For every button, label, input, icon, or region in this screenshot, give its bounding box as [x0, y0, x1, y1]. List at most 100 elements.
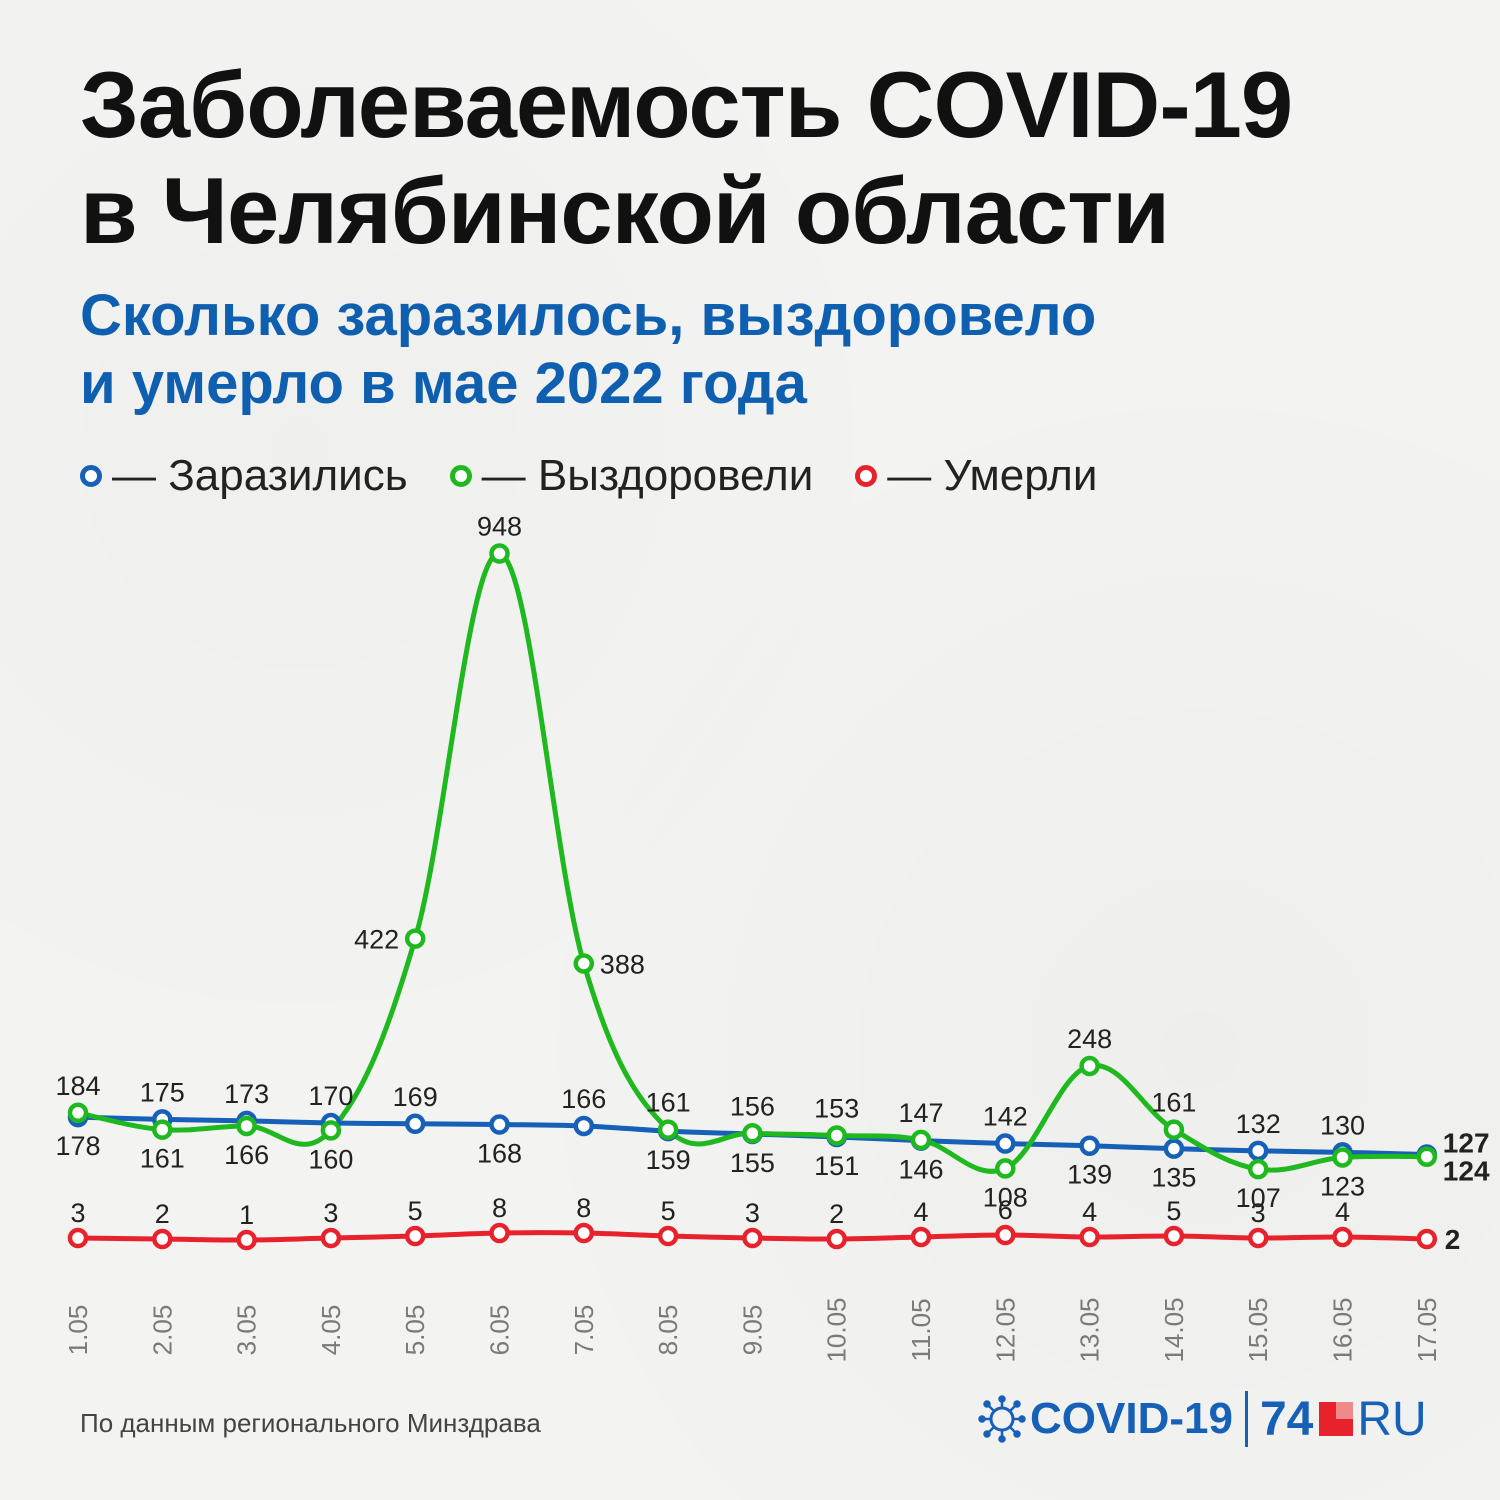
x-tick-label: 17.05	[1412, 1297, 1442, 1362]
brand-ru-text: RU	[1357, 1392, 1427, 1446]
data-label-recovered: 160	[308, 1144, 353, 1174]
data-point-recovered	[1416, 1146, 1438, 1167]
data-point-died	[1416, 1228, 1438, 1250]
data-label-infected: 166	[561, 1084, 606, 1114]
data-point-died	[152, 1228, 173, 1250]
data-label-died: 8	[492, 1193, 507, 1223]
data-label-died: 6	[998, 1195, 1013, 1225]
data-label-infected: 170	[308, 1081, 353, 1111]
data-point-recovered	[320, 1120, 342, 1141]
x-tick-label: 8.05	[653, 1305, 683, 1356]
data-label-died: 4	[1335, 1197, 1350, 1227]
data-label-infected: 132	[1236, 1109, 1281, 1139]
data-point-recovered	[742, 1123, 763, 1144]
data-label-infected: 178	[55, 1131, 100, 1161]
data-point-died	[1332, 1226, 1353, 1248]
x-tick-label: 4.05	[316, 1305, 346, 1356]
data-label-recovered: 108	[983, 1182, 1028, 1212]
data-point-infected	[1247, 1140, 1269, 1162]
data-point-died	[236, 1229, 257, 1251]
data-label-recovered: 948	[477, 512, 522, 542]
data-label-recovered: 248	[1067, 1024, 1112, 1054]
data-point-died	[404, 1225, 426, 1247]
data-label-died: 3	[745, 1198, 760, 1228]
data-label-died: 1	[239, 1200, 254, 1230]
brand-logo: COVID-19 74 RU	[978, 1384, 1427, 1454]
data-label-infected: 130	[1320, 1110, 1365, 1140]
data-label-recovered: 123	[1320, 1171, 1365, 1201]
data-label-recovered: 107	[1236, 1183, 1281, 1213]
data-label-infected: 135	[1151, 1163, 1196, 1193]
data-point-recovered	[236, 1115, 257, 1137]
data-label-died: 3	[1251, 1198, 1266, 1228]
data-label-recovered: 422	[354, 925, 399, 955]
data-point-recovered	[152, 1119, 173, 1140]
legend-label-infected: — Заразились	[112, 451, 408, 500]
x-tick-label: 5.05	[400, 1305, 430, 1356]
data-label-died: 4	[913, 1197, 928, 1227]
x-tick-label: 13.05	[1075, 1297, 1105, 1362]
data-label-recovered: 124	[1443, 1156, 1490, 1187]
data-point-recovered	[404, 928, 426, 949]
data-label-infected: 159	[646, 1145, 691, 1175]
data-label-recovered: 388	[600, 949, 645, 979]
data-point-recovered	[995, 1158, 1016, 1179]
data-point-infected	[489, 1114, 510, 1135]
data-label-infected: 151	[814, 1151, 859, 1181]
subtitle-line-2: и умерло в мае 2022 года	[80, 351, 807, 416]
data-point-died	[67, 1227, 89, 1249]
data-label-infected: 175	[140, 1077, 185, 1107]
data-point-recovered	[657, 1119, 679, 1140]
x-tick-label: 15.05	[1243, 1297, 1273, 1362]
brand-square-icon	[1319, 1402, 1354, 1436]
x-tick-label: 16.05	[1328, 1297, 1358, 1362]
data-point-recovered	[67, 1102, 89, 1124]
data-point-died	[320, 1227, 342, 1249]
data-point-died	[1163, 1225, 1185, 1247]
data-point-recovered	[489, 543, 510, 564]
x-tick-label: 9.05	[737, 1305, 767, 1356]
legend-marker-infected	[80, 465, 102, 487]
data-point-died	[1247, 1227, 1269, 1249]
data-label-died: 4	[1082, 1197, 1097, 1227]
data-point-recovered	[1247, 1158, 1269, 1180]
data-point-died	[1079, 1226, 1100, 1248]
data-point-recovered	[826, 1125, 847, 1146]
legend-label-died: — Умерли	[887, 451, 1098, 500]
data-label-died: 2	[155, 1199, 170, 1229]
legend-label-recovered: — Выздоровели	[481, 451, 814, 500]
data-point-recovered	[1163, 1119, 1185, 1140]
data-label-infected: 142	[983, 1102, 1028, 1132]
data-label-infected: 146	[898, 1155, 943, 1185]
data-point-died	[573, 1222, 595, 1244]
data-point-recovered	[573, 953, 595, 974]
data-point-infected	[1163, 1138, 1185, 1159]
data-point-died	[657, 1225, 679, 1247]
title-line-2: в Челябинской области	[80, 158, 1170, 263]
x-tick-label: 1.05	[63, 1305, 93, 1356]
data-point-infected	[573, 1115, 595, 1137]
data-label-infected: 169	[393, 1082, 438, 1112]
brand-74-text: 74	[1259, 1392, 1314, 1446]
data-point-died	[489, 1222, 510, 1244]
data-label-recovered: 153	[814, 1093, 859, 1123]
x-tick-label: 3.05	[232, 1305, 262, 1356]
legend-marker-recovered	[449, 465, 472, 487]
x-tick-label: 10.05	[822, 1297, 852, 1362]
data-label-died: 3	[323, 1198, 338, 1228]
data-point-died	[826, 1228, 847, 1250]
brand-covid-text: COVID-19	[1030, 1394, 1233, 1443]
x-tick-label: 12.05	[990, 1297, 1020, 1362]
data-label-died: 5	[408, 1196, 423, 1226]
source-note: По данным регионального Минздрава	[80, 1408, 541, 1438]
legend-item-died: — Умерли	[855, 451, 1097, 501]
data-point-recovered	[910, 1129, 932, 1151]
x-tick-label: 14.05	[1159, 1297, 1189, 1362]
data-label-died: 2	[1445, 1224, 1461, 1255]
data-point-infected	[1079, 1135, 1100, 1156]
data-label-infected: 173	[224, 1079, 269, 1109]
subtitle-line-1: Сколько заразилось, выздоровело	[80, 283, 1097, 348]
data-point-died	[742, 1227, 763, 1249]
